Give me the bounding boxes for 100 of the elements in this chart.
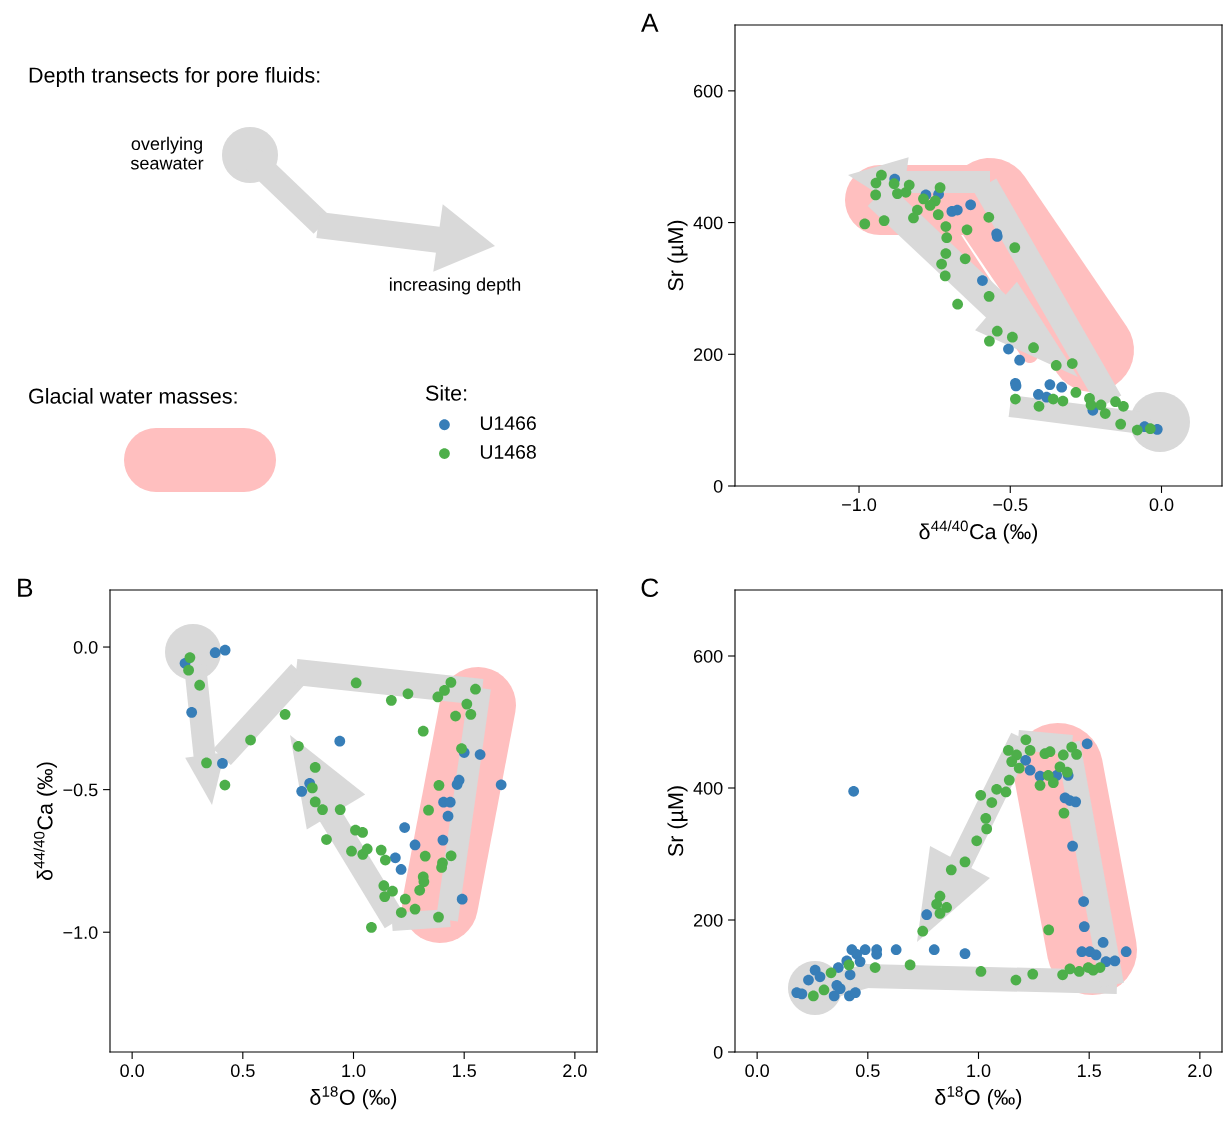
point bbox=[245, 734, 256, 746]
point bbox=[1120, 946, 1132, 958]
point bbox=[814, 971, 826, 983]
point bbox=[1003, 343, 1014, 355]
point bbox=[395, 907, 407, 918]
point bbox=[975, 789, 987, 801]
point bbox=[1109, 955, 1121, 967]
point bbox=[399, 822, 411, 833]
point bbox=[869, 962, 881, 973]
point bbox=[850, 987, 861, 998]
x-tick-label: 2.0 bbox=[1188, 1064, 1212, 1078]
point bbox=[433, 779, 445, 791]
x-tick-label: 1.0 bbox=[342, 1064, 366, 1078]
point bbox=[1043, 924, 1055, 936]
point bbox=[981, 823, 993, 835]
text: overlying seawater bbox=[130, 136, 204, 170]
point bbox=[1085, 399, 1097, 411]
point bbox=[1057, 969, 1068, 981]
point bbox=[1115, 418, 1127, 430]
point bbox=[854, 956, 866, 967]
point bbox=[1070, 796, 1082, 808]
point bbox=[980, 812, 992, 824]
point bbox=[870, 177, 882, 189]
x-tick-label: −1.0 bbox=[842, 498, 877, 512]
point bbox=[1024, 764, 1036, 776]
point bbox=[1056, 381, 1068, 393]
y-tick-label: 400 bbox=[693, 781, 723, 795]
point bbox=[917, 925, 929, 937]
point bbox=[965, 199, 977, 211]
point bbox=[402, 688, 414, 700]
text: Depth transects for pore fluids: bbox=[29, 66, 320, 88]
point bbox=[984, 335, 995, 347]
point bbox=[931, 898, 943, 910]
point bbox=[1006, 756, 1018, 767]
y-axis-title: Sr (µM) bbox=[667, 786, 688, 857]
point bbox=[309, 762, 321, 773]
point bbox=[306, 782, 318, 794]
x-tick-label: 0.0 bbox=[745, 1064, 769, 1078]
point bbox=[465, 708, 477, 720]
y-tick-label: 600 bbox=[693, 84, 723, 98]
point bbox=[321, 834, 332, 845]
point bbox=[1144, 423, 1156, 435]
point bbox=[1067, 840, 1078, 852]
point bbox=[456, 743, 467, 754]
point bbox=[366, 921, 377, 933]
point bbox=[1047, 393, 1059, 405]
point bbox=[888, 178, 900, 190]
point bbox=[878, 215, 890, 226]
point bbox=[350, 677, 362, 689]
point bbox=[952, 298, 964, 310]
chart-title: A bbox=[641, 13, 659, 32]
point bbox=[903, 179, 915, 191]
point bbox=[442, 810, 454, 822]
point bbox=[194, 679, 206, 691]
point bbox=[1064, 963, 1076, 975]
y-tick-label: −1.0 bbox=[63, 926, 98, 939]
point bbox=[296, 785, 308, 797]
point bbox=[904, 959, 916, 971]
point bbox=[1087, 964, 1099, 976]
chart-title: B bbox=[18, 578, 33, 597]
point bbox=[474, 749, 486, 760]
point bbox=[209, 647, 221, 659]
point bbox=[279, 708, 291, 720]
point bbox=[991, 325, 1003, 337]
y-tick-label: 600 bbox=[693, 649, 723, 663]
point bbox=[859, 944, 871, 956]
point bbox=[941, 232, 953, 244]
point bbox=[1014, 354, 1026, 366]
point bbox=[399, 893, 411, 905]
point bbox=[1027, 968, 1039, 980]
point bbox=[1110, 396, 1121, 408]
x-tick-label: 2.0 bbox=[563, 1064, 587, 1078]
point bbox=[1099, 408, 1111, 419]
point bbox=[1044, 379, 1056, 390]
point bbox=[1131, 424, 1143, 436]
x-tick-label: 1.5 bbox=[1078, 1064, 1101, 1078]
x-tick-label: 0.5 bbox=[855, 1064, 880, 1078]
point bbox=[334, 735, 346, 747]
point bbox=[848, 785, 860, 797]
point bbox=[201, 757, 212, 769]
y-tick-label: 0.0 bbox=[73, 640, 98, 654]
point bbox=[828, 990, 840, 1002]
text: Glacial water masses: bbox=[29, 387, 237, 404]
point bbox=[1009, 242, 1021, 253]
x-tick-label: 0.5 bbox=[230, 1064, 255, 1078]
point bbox=[977, 275, 988, 286]
point bbox=[934, 182, 946, 194]
point bbox=[1020, 754, 1032, 766]
point bbox=[445, 850, 457, 862]
point bbox=[1033, 400, 1045, 412]
point bbox=[961, 224, 973, 236]
point bbox=[939, 270, 951, 282]
point bbox=[1024, 745, 1036, 756]
point bbox=[924, 200, 936, 211]
point bbox=[1007, 331, 1018, 343]
x-tick-label: −0.5 bbox=[993, 498, 1028, 512]
point bbox=[379, 891, 391, 902]
x-tick-label: 0.0 bbox=[120, 1064, 144, 1078]
point bbox=[495, 779, 507, 791]
point bbox=[387, 885, 398, 897]
